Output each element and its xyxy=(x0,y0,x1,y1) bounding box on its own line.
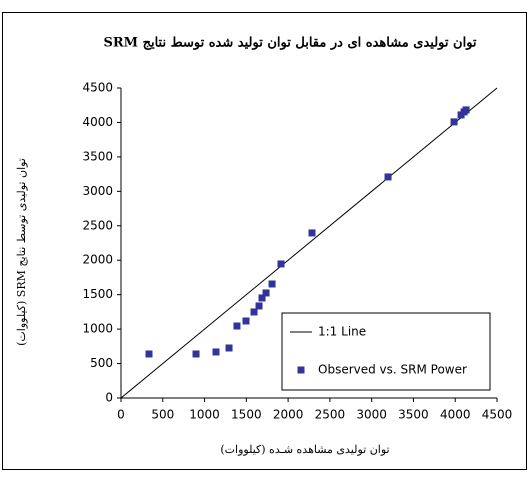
x-tick-label: 0 xyxy=(117,408,125,422)
point xyxy=(384,173,392,181)
y-tick-label: 4500 xyxy=(82,81,113,95)
point xyxy=(268,280,276,288)
x-tick-label: 1000 xyxy=(189,408,220,422)
point xyxy=(462,106,470,114)
chart-title: توان تولیدی مشاهده ای در مقابل توان تولی… xyxy=(103,36,476,51)
legend-swatch xyxy=(297,366,305,374)
x-tick-label: 4000 xyxy=(440,408,471,422)
x-tick-label: 2500 xyxy=(315,408,346,422)
y-tick-label: 2500 xyxy=(82,218,113,232)
x-axis-label: توان تولیدی مشاهده شـده (کیلووات) xyxy=(220,443,389,456)
point xyxy=(225,344,233,352)
x-tick-label: 3500 xyxy=(398,408,429,422)
y-tick-label: 0 xyxy=(105,391,113,405)
legend-box xyxy=(281,312,491,391)
x-tick-label: 2000 xyxy=(273,408,304,422)
y-tick-label: 3500 xyxy=(82,149,113,163)
y-tick-label: 4000 xyxy=(82,115,113,129)
point xyxy=(308,229,316,237)
chart-frame xyxy=(2,12,527,470)
x-tick-label: 500 xyxy=(151,408,174,422)
reference-line xyxy=(120,87,498,399)
point xyxy=(262,289,270,297)
x-tick-label: 4500 xyxy=(482,408,513,422)
y-tick-label: 3000 xyxy=(82,184,113,198)
point xyxy=(192,350,200,358)
legend-label: Observed vs. SRM Power xyxy=(318,363,467,377)
x-tick-label: 3000 xyxy=(356,408,387,422)
y-tick-label: 500 xyxy=(90,356,113,370)
point xyxy=(255,302,263,310)
point xyxy=(233,322,241,330)
point xyxy=(258,294,266,302)
point xyxy=(250,308,258,316)
y-axis-label: توان تولیدی توسط نتایج SRM (کیلووات) xyxy=(15,158,28,346)
point xyxy=(212,348,220,356)
x-tick-label: 1500 xyxy=(231,408,262,422)
point xyxy=(242,317,250,325)
point xyxy=(277,260,285,268)
y-tick-label: 1000 xyxy=(82,322,113,336)
legend-label: 1:1 Line xyxy=(318,325,366,339)
y-tick-label: 1500 xyxy=(82,287,113,301)
point xyxy=(145,350,153,358)
y-tick-label: 2000 xyxy=(82,253,113,267)
point xyxy=(450,118,458,126)
